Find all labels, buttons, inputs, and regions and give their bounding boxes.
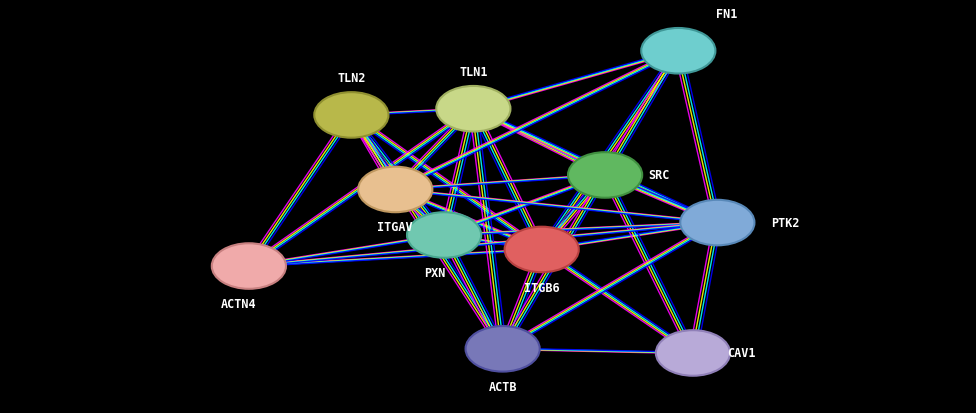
- Text: ITGAV: ITGAV: [378, 221, 413, 234]
- Text: SRC: SRC: [648, 169, 670, 182]
- Ellipse shape: [407, 213, 481, 258]
- Text: FN1: FN1: [716, 8, 738, 21]
- Ellipse shape: [656, 330, 730, 376]
- Ellipse shape: [641, 29, 715, 74]
- Ellipse shape: [466, 326, 540, 372]
- Text: ACTB: ACTB: [488, 380, 517, 393]
- Ellipse shape: [568, 153, 642, 198]
- Text: ACTN4: ACTN4: [222, 297, 257, 310]
- Ellipse shape: [212, 244, 286, 289]
- Ellipse shape: [314, 93, 388, 138]
- Text: PTK2: PTK2: [771, 216, 800, 230]
- Ellipse shape: [358, 167, 432, 213]
- Text: PXN: PXN: [424, 266, 445, 279]
- Text: ITGB6: ITGB6: [524, 281, 559, 294]
- Ellipse shape: [680, 200, 754, 246]
- Text: TLN1: TLN1: [459, 66, 488, 78]
- Text: TLN2: TLN2: [337, 72, 366, 85]
- Ellipse shape: [505, 227, 579, 273]
- Text: CAV1: CAV1: [727, 347, 756, 360]
- Ellipse shape: [436, 87, 510, 132]
